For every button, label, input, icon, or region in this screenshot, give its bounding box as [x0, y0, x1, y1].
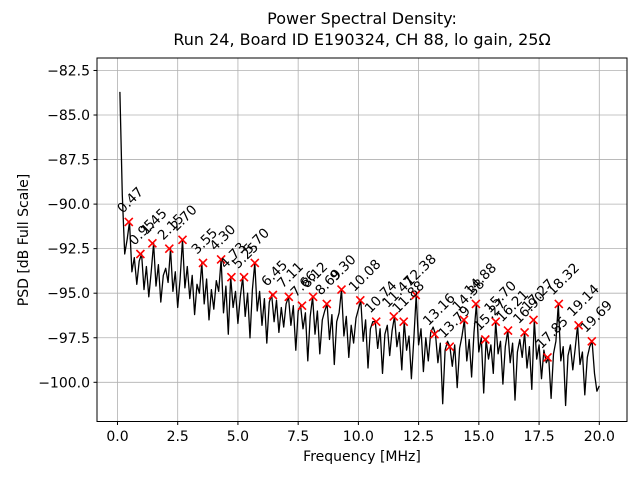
x-axis-label: Frequency [MHz]	[303, 449, 421, 465]
peak-marker-x-icon	[389, 311, 399, 321]
x-tick-label: 17.5	[523, 429, 554, 445]
peak-marker-x-icon	[520, 327, 530, 337]
chart-title-line1: Power Spectral Density:	[267, 9, 457, 28]
x-tick-label: 5.0	[227, 429, 249, 445]
grid-lines	[97, 58, 627, 422]
peak-marker-x-icon	[239, 272, 249, 282]
x-tick-label: 15.0	[463, 429, 494, 445]
axes-spines	[96, 57, 628, 422]
peak-marker-x-icon	[297, 301, 307, 311]
peak-marker-x-icon	[574, 320, 584, 330]
axis-ticks	[93, 69, 600, 425]
y-tick-label: −90.0	[47, 197, 90, 213]
peak-marker-x-icon	[399, 317, 409, 327]
psd-trace-line	[119, 91, 600, 407]
peak-marker-x-icon	[284, 292, 294, 302]
peak-marker-x-icon	[411, 290, 421, 300]
x-tick-label: 0.0	[106, 429, 128, 445]
peak-marker-x-icon	[459, 315, 469, 325]
peak-marker-x-icon	[250, 258, 260, 268]
y-tick-label: −92.5	[47, 242, 90, 258]
chart-title-line2: Run 24, Board ID E190324, CH 88, lo gain…	[173, 30, 551, 49]
y-tick-label: −95.0	[47, 286, 90, 302]
peak-marker-x-icon	[226, 272, 236, 282]
peak-marker-x-icon	[471, 299, 481, 309]
x-tick-label: 20.0	[584, 429, 615, 445]
peak-marker-x-icon	[445, 342, 455, 352]
chart-title: Power Spectral Density: Run 24, Board ID…	[97, 8, 627, 50]
axis-tick-labels: 0.0 2.5 5.0 7.5 10.0 12.5 15.0 17.5 20.0 −82.5 −85…	[38, 63, 615, 445]
y-tick-label: −100.0	[38, 375, 90, 391]
peak-marker-x-icon	[164, 244, 174, 254]
peak-marker-x-icon	[198, 258, 208, 268]
x-tick-label: 12.5	[403, 429, 434, 445]
peak-markers	[124, 217, 597, 362]
peak-marker-x-icon	[429, 329, 440, 339]
peak-marker-x-icon	[268, 290, 278, 300]
peak-marker-x-icon	[554, 299, 564, 309]
peak-marker-x-icon	[308, 292, 318, 302]
x-tick-label: 2.5	[167, 429, 189, 445]
peak-marker-x-icon	[147, 238, 157, 248]
peak-marker-x-icon	[216, 254, 226, 264]
peak-marker-x-icon	[491, 317, 501, 327]
peak-marker-x-icon	[135, 249, 145, 259]
peak-marker-x-icon	[542, 352, 553, 362]
peak-marker-x-icon	[528, 315, 539, 325]
peak-marker-x-icon	[587, 336, 597, 346]
y-tick-label: −82.5	[47, 63, 90, 79]
x-tick-label: 7.5	[287, 429, 309, 445]
peak-marker-x-icon	[480, 334, 490, 345]
peak-marker-x-icon	[124, 217, 134, 227]
peak-marker-x-icon	[355, 295, 365, 305]
peak-marker-x-icon	[371, 317, 381, 327]
y-axis-label: PSD [dB Full Scale]	[16, 173, 32, 307]
peak-frequency-label: 0.47	[114, 184, 147, 217]
peak-marker-x-icon	[177, 235, 188, 245]
y-tick-label: −87.5	[47, 153, 90, 169]
peak-marker-x-icon	[503, 326, 513, 336]
peak-marker-x-icon	[336, 285, 347, 295]
x-tick-label: 10.0	[343, 429, 374, 445]
peak-marker-x-icon	[322, 299, 332, 309]
y-tick-label: −85.0	[47, 108, 90, 124]
y-tick-label: −97.5	[47, 331, 90, 347]
